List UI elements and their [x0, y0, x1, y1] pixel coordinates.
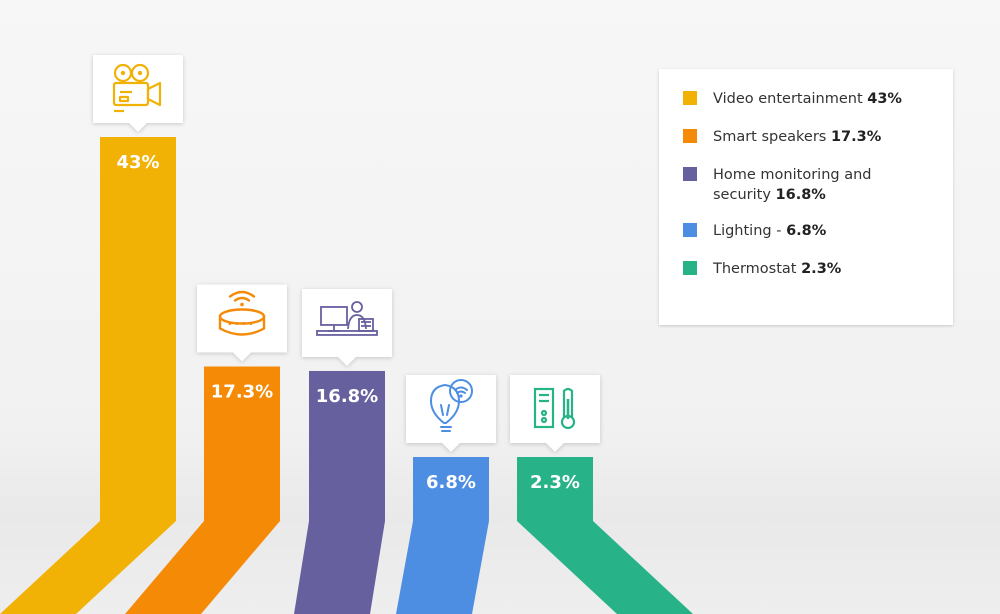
callout-box: [406, 375, 496, 452]
bar-value-label: 2.3%: [530, 472, 580, 493]
icon-callout: [93, 55, 183, 132]
legend-label: Smart speakers 17.3%: [713, 129, 882, 145]
callout-box: [302, 288, 392, 366]
legend-item-thermostat: Thermostat 2.3%: [683, 259, 933, 279]
bar-value-label: 43%: [116, 152, 159, 173]
legend-item-video-entertainment: Video entertainment 43%: [683, 89, 933, 109]
icon-callout: [510, 375, 600, 452]
legend: Video entertainment 43% Smart speakers 1…: [659, 69, 953, 325]
video-camera-icon: [112, 63, 162, 113]
bar-reflection: [125, 521, 280, 614]
security-monitoring-icon: [316, 301, 378, 336]
callout-box: [510, 375, 600, 452]
icon-callout: [406, 375, 496, 452]
legend-swatch: [683, 223, 697, 237]
legend-label: Thermostat 2.3%: [713, 261, 842, 277]
legend-label: Video entertainment 43%: [713, 91, 902, 107]
legend-swatch: [683, 129, 697, 143]
bar-1: [100, 137, 176, 521]
bar-4: [413, 457, 489, 521]
bar-reflection: [0, 521, 176, 614]
smart-speaker-icon: [218, 290, 266, 336]
bar-5: [517, 457, 593, 521]
bar-value-label: 17.3%: [211, 382, 273, 403]
legend-swatch: [683, 91, 697, 105]
bar-floor-reflections: [0, 521, 693, 614]
legend-swatch: [683, 261, 697, 275]
bar-reflection: [517, 521, 693, 614]
legend-item-smart-speakers: Smart speakers 17.3%: [683, 127, 933, 147]
callout-box: [93, 55, 183, 132]
thermostat-icon: [533, 387, 576, 430]
smart-bulb-icon: [429, 379, 473, 432]
legend-swatch: [683, 167, 697, 181]
legend-item-lighting: Lighting - 6.8%: [683, 221, 933, 241]
bars: [100, 137, 593, 521]
bar-3: [309, 370, 385, 521]
bar-value-labels: 43% 17.3% 16.8% 6.8% 2.3%: [116, 152, 580, 493]
icon-callout: [197, 284, 287, 362]
legend-label: Lighting - 6.8%: [713, 223, 827, 239]
bar-value-label: 6.8%: [426, 472, 476, 493]
bar-reflection: [294, 521, 385, 614]
bar-reflection: [396, 521, 489, 614]
legend-item-home-monitoring: Home monitoring and security 16.8%: [683, 165, 933, 205]
bar-2: [204, 366, 280, 521]
icon-callout: [302, 288, 392, 366]
bar-value-label: 16.8%: [316, 386, 378, 407]
icon-callouts: [93, 55, 600, 452]
legend-label: Home monitoring and security 16.8%: [713, 167, 872, 203]
